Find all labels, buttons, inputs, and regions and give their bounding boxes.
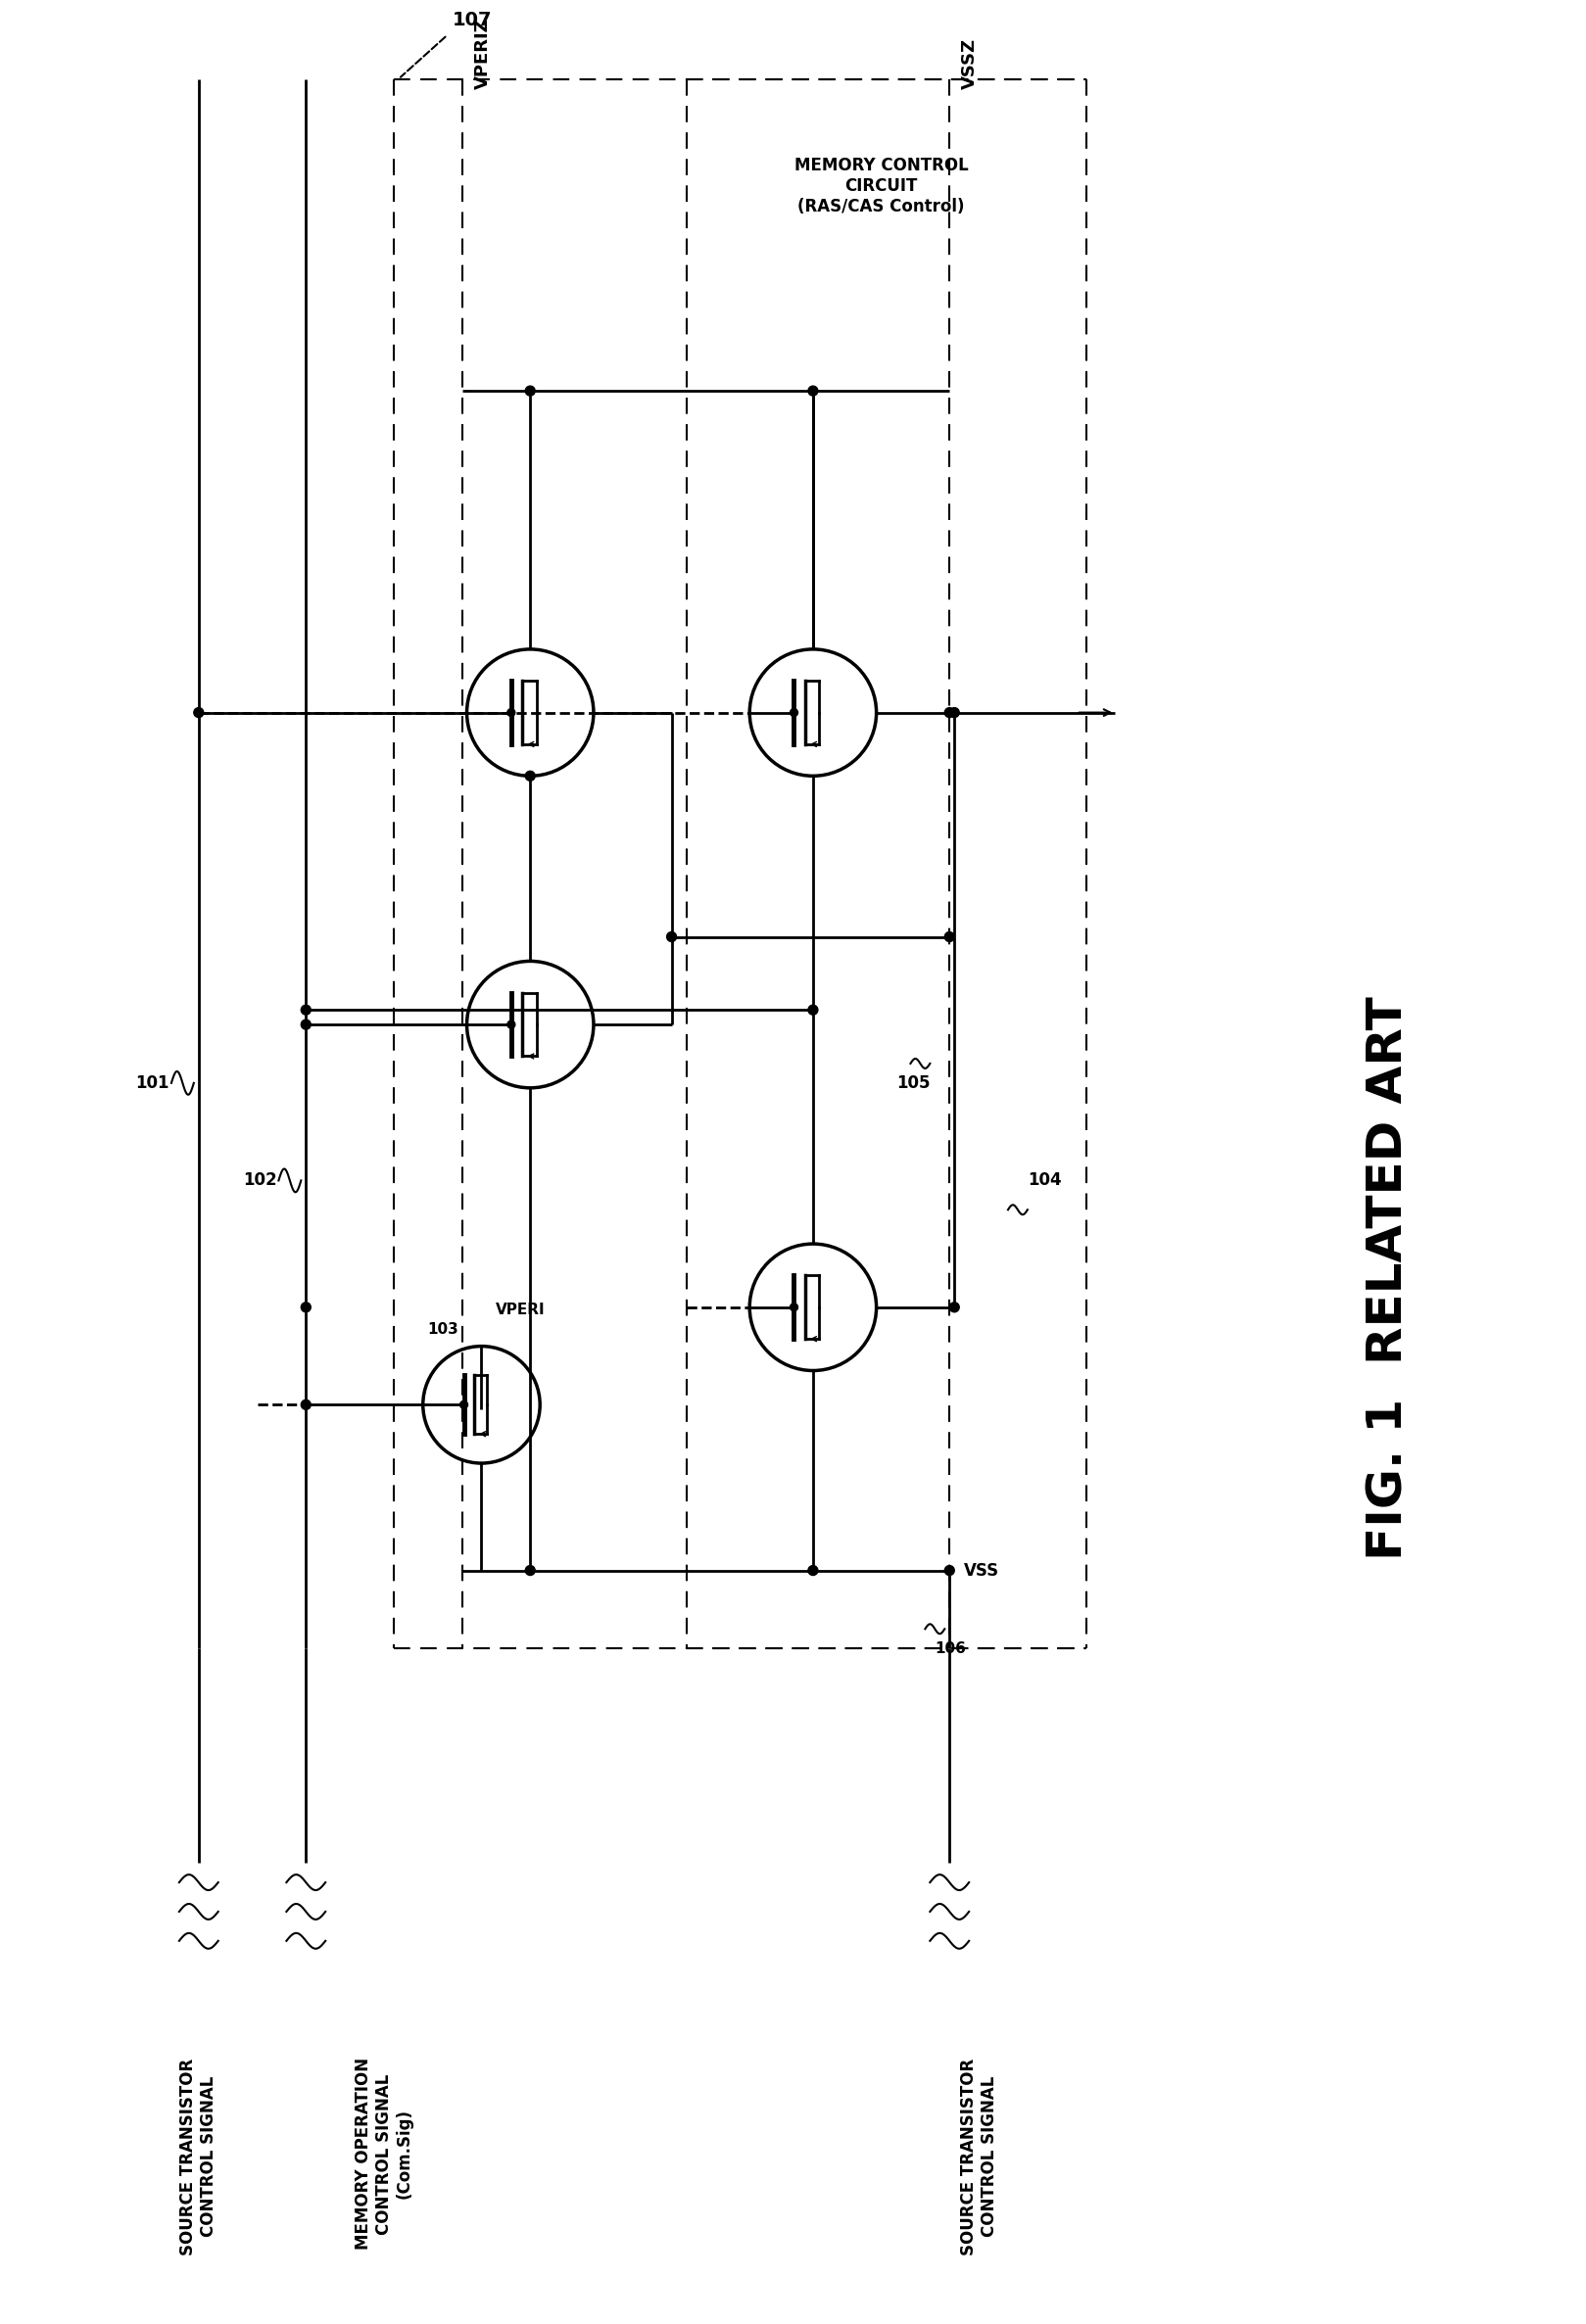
Text: VPERI: VPERI — [496, 1301, 546, 1318]
Circle shape — [508, 1020, 515, 1030]
Text: 103: 103 — [428, 1322, 458, 1336]
Circle shape — [525, 1566, 534, 1576]
Circle shape — [301, 1020, 311, 1030]
Circle shape — [301, 1301, 311, 1313]
Text: VSS: VSS — [964, 1562, 999, 1580]
Circle shape — [301, 1004, 311, 1016]
Circle shape — [945, 709, 955, 718]
Text: SOURCE TRANSISTOR
CONTROL SIGNAL: SOURCE TRANSISTOR CONTROL SIGNAL — [960, 2057, 998, 2254]
Circle shape — [809, 1004, 818, 1016]
Text: 101: 101 — [136, 1074, 170, 1092]
Circle shape — [950, 1301, 960, 1313]
Text: SOURCE TRANSISTOR
CONTROL SIGNAL: SOURCE TRANSISTOR CONTROL SIGNAL — [179, 2057, 217, 2254]
Circle shape — [809, 386, 818, 395]
Circle shape — [525, 772, 534, 781]
Circle shape — [790, 1304, 798, 1311]
Circle shape — [508, 709, 515, 716]
Text: 106: 106 — [934, 1641, 966, 1655]
Text: MEMORY CONTROL
CIRCUIT
(RAS/CAS Control): MEMORY CONTROL CIRCUIT (RAS/CAS Control) — [795, 158, 969, 216]
Text: 105: 105 — [896, 1074, 929, 1092]
Text: VPERIZ: VPERIZ — [474, 19, 492, 88]
Circle shape — [809, 1566, 818, 1576]
Circle shape — [945, 1566, 955, 1576]
Circle shape — [950, 709, 960, 718]
Circle shape — [193, 709, 203, 718]
Text: 107: 107 — [452, 12, 492, 30]
Text: FIG. 1  RELATED ART: FIG. 1 RELATED ART — [1366, 997, 1412, 1559]
Circle shape — [790, 709, 798, 716]
Text: VSSZ: VSSZ — [961, 37, 979, 88]
Circle shape — [460, 1401, 468, 1408]
Circle shape — [301, 1399, 311, 1411]
Circle shape — [525, 386, 534, 395]
Text: MEMORY OPERATION
CONTROL SIGNAL
(Com.Sig): MEMORY OPERATION CONTROL SIGNAL (Com.Sig… — [355, 2057, 412, 2250]
Text: 102: 102 — [243, 1171, 276, 1190]
Circle shape — [666, 932, 677, 941]
Circle shape — [945, 932, 955, 941]
Text: 104: 104 — [1028, 1171, 1061, 1190]
